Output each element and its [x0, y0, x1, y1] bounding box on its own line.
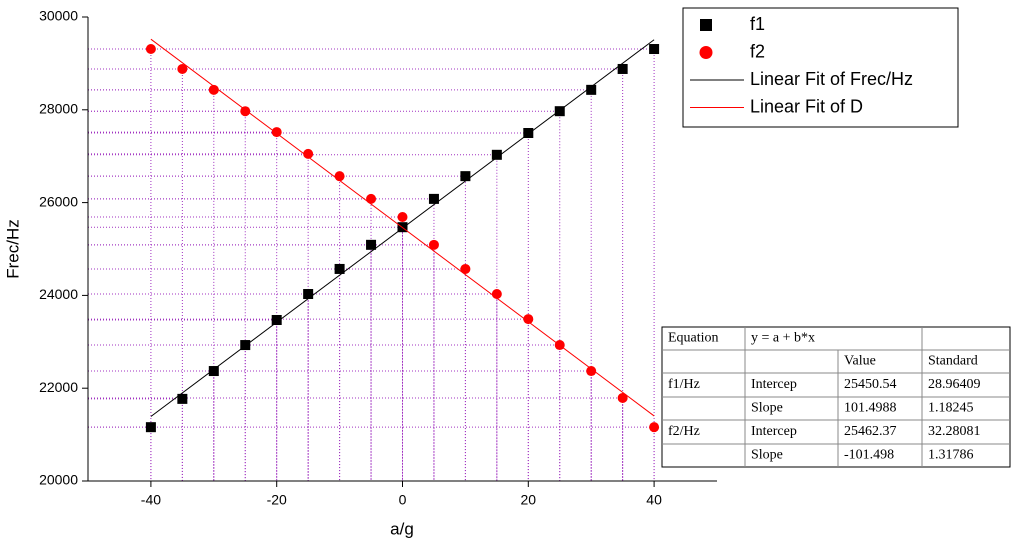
- table-cell: 101.4988: [844, 401, 897, 416]
- fit-line: [150, 38, 655, 417]
- x-axis-label: a/g: [390, 519, 414, 538]
- table-cell: Equation: [668, 331, 719, 346]
- point: [428, 193, 439, 204]
- point: [586, 366, 597, 377]
- table-cell: 1.18245: [928, 401, 974, 416]
- y-tick-label: 30000: [39, 8, 78, 24]
- table-cell: y = a + b*x: [751, 331, 815, 346]
- legend-marker: [700, 19, 712, 31]
- point: [523, 128, 534, 138]
- point: [554, 106, 565, 117]
- point: [334, 171, 345, 182]
- table-cell: Intercep: [751, 424, 797, 439]
- y-tick-label: 22000: [39, 379, 78, 395]
- point: [366, 193, 377, 204]
- y-tick-label: 26000: [39, 193, 78, 209]
- point: [491, 149, 502, 160]
- point: [145, 44, 156, 55]
- x-tick-label: 40: [646, 492, 662, 508]
- point: [177, 393, 188, 404]
- legend-label: Linear Fit of Frec/Hz: [750, 69, 913, 89]
- point: [240, 340, 251, 351]
- x-tick-label: 0: [399, 492, 407, 508]
- table-cell: 1.31786: [928, 448, 974, 463]
- table-cell: Slope: [751, 401, 783, 416]
- table-cell: 25450.54: [844, 377, 897, 392]
- point: [523, 314, 534, 325]
- point: [649, 44, 660, 55]
- legend-label: f1: [750, 14, 765, 34]
- table-cell: 25462.37: [844, 424, 897, 439]
- point: [366, 239, 377, 250]
- table-cell: Slope: [751, 448, 783, 463]
- y-tick-label: 24000: [39, 286, 78, 302]
- point: [460, 263, 471, 274]
- point: [145, 422, 156, 433]
- legend-label: Linear Fit of D: [750, 96, 863, 116]
- point: [460, 171, 471, 182]
- point: [649, 422, 660, 433]
- point: [208, 366, 219, 377]
- point: [617, 63, 628, 74]
- legend-marker: [699, 46, 713, 59]
- y-tick-label: 28000: [39, 101, 78, 117]
- point: [303, 289, 314, 300]
- x-tick-label: 20: [521, 492, 537, 508]
- table-cell: Intercep: [751, 377, 797, 392]
- x-tick-label: -20: [267, 492, 287, 508]
- table-cell: 28.96409: [928, 377, 981, 392]
- point: [334, 263, 345, 274]
- table-cell: 32.28081: [928, 424, 981, 439]
- table-cell: Value: [844, 354, 876, 369]
- point: [586, 84, 597, 95]
- point: [428, 239, 439, 250]
- x-tick-label: -40: [141, 492, 161, 508]
- table-cell: -101.498: [844, 448, 894, 463]
- table-cell: Standard: [928, 354, 978, 369]
- point: [303, 148, 314, 159]
- point: [271, 314, 282, 325]
- point: [240, 106, 251, 117]
- fit-table: Equation y = a + b*x Value Standard f1/Hz Int…: [661, 326, 1011, 468]
- y-tick-label: 20000: [39, 472, 78, 488]
- table-cell: f1/Hz: [668, 377, 700, 392]
- legend-label: f2: [750, 41, 765, 61]
- y-axis-label: Frec/Hz: [3, 219, 22, 279]
- table-cell: f2/Hz: [668, 424, 700, 439]
- point: [491, 289, 502, 300]
- point: [617, 392, 628, 403]
- point: [208, 84, 219, 95]
- point: [177, 63, 188, 74]
- point: [271, 127, 282, 138]
- point: [397, 211, 408, 222]
